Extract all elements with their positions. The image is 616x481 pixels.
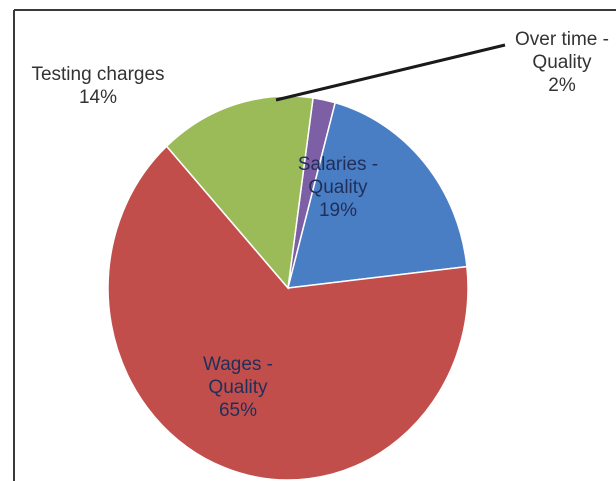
pie-label-overtime-pct: 2% bbox=[548, 75, 576, 96]
pie-slice-wages bbox=[107, 145, 469, 481]
pie-label-wages-pct: 65% bbox=[219, 400, 257, 421]
pie-slice-testing bbox=[165, 95, 314, 290]
pie-label-salaries: Salaries -Quality 19% bbox=[298, 154, 378, 221]
pie-labels: Over time -Quality 2%Salaries -Quality 19%… bbox=[31, 29, 609, 421]
pie-label-testing: Testing charges 14% bbox=[31, 64, 164, 108]
pie-slice-salaries bbox=[287, 101, 468, 289]
pie-label-wages: Wages -Quality 65% bbox=[203, 354, 273, 421]
pie-label-wages-line: Quality bbox=[208, 377, 268, 398]
pie-label-salaries-pct: 19% bbox=[319, 200, 357, 221]
pie-label-salaries-line: Salaries - bbox=[298, 154, 378, 175]
pie-label-overtime-line: Over time - bbox=[515, 29, 609, 50]
pie-label-overtime: Over time -Quality 2% bbox=[515, 29, 609, 96]
pie-slices bbox=[107, 95, 469, 481]
pie-label-testing-pct: 14% bbox=[79, 87, 117, 108]
pie-label-overtime-line: Quality bbox=[532, 52, 592, 73]
overtime-leader-line bbox=[275, 43, 506, 102]
pie-label-salaries-line: Quality bbox=[308, 177, 368, 198]
pie-label-testing-line: Testing charges bbox=[31, 64, 164, 85]
pie-label-wages-line: Wages - bbox=[203, 354, 273, 375]
